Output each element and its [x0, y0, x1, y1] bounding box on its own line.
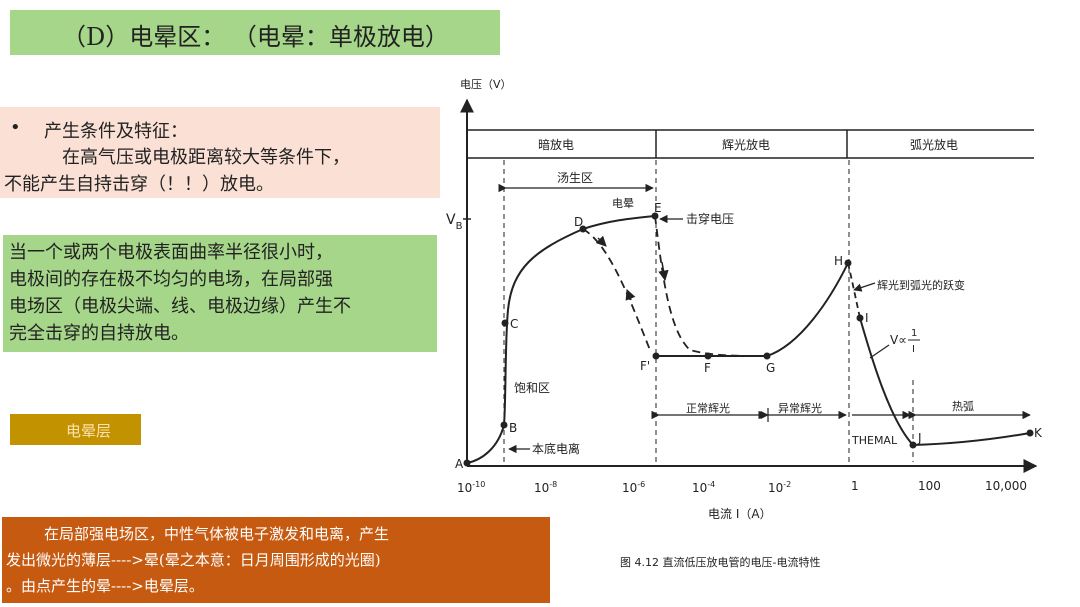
description-line-2: 电极间的存在极不均匀的电场，在局部强 — [9, 269, 333, 290]
point-d: D — [574, 215, 583, 229]
thermal-arc-label: 热弧 — [952, 399, 974, 413]
explanation-line-1: 在局部强电场区，中性气体被电子激发和电离，产生 — [44, 525, 390, 543]
svg-text:10-6: 10-6 — [622, 480, 645, 495]
title-bar: （D）电晕区： （电晕：单极放电） — [10, 10, 500, 55]
x-axis-label: 电流 I（A） — [708, 507, 772, 521]
normal-glow-label: 正常辉光 — [686, 401, 730, 415]
svg-text:I: I — [912, 344, 915, 355]
description-line-1: 当一个或两个电极表面曲率半径很小时， — [9, 242, 333, 263]
svg-text:100: 100 — [918, 479, 941, 493]
page-title: （D）电晕区： （电晕：单极放电） — [62, 23, 449, 51]
main-curve — [466, 215, 656, 464]
condition-line-2: 不能产生自持击穿（！！）放电。 — [4, 174, 274, 195]
condition-heading: 产生条件及特征： — [44, 121, 188, 142]
point-c: C — [510, 317, 518, 331]
corona-layer-label: 电晕层 — [66, 422, 112, 440]
region-dark-discharge: 暗放电 — [538, 137, 574, 152]
svg-text:1: 1 — [851, 479, 859, 493]
point-a: A — [455, 457, 464, 471]
point-f-prime: F' — [640, 359, 650, 373]
y-axis-label: 电压（V） — [460, 78, 512, 91]
svg-text:10-10: 10-10 — [457, 480, 485, 495]
townsend-region-label: 汤生区 — [557, 171, 593, 185]
point-g: G — [766, 361, 775, 375]
description-line-3: 电场区（电极尖端、线、电极边缘）产生不 — [9, 296, 351, 317]
saturation-region-label: 饱和区 — [514, 380, 550, 395]
point-b: B — [509, 421, 517, 435]
glow-to-arc-label: 辉光到弧光的跃变 — [877, 278, 965, 292]
point-k: K — [1034, 426, 1043, 440]
explanation-box: 在局部强电场区，中性气体被电子激发和电离，产生 发出微光的薄层---->晕(晕之… — [2, 517, 550, 603]
svg-text:1: 1 — [911, 328, 917, 339]
point-h: H — [834, 254, 843, 268]
condition-box: • 产生条件及特征： 在高气压或电极距离较大等条件下， 不能产生自持击穿（！！）… — [0, 107, 440, 198]
breakdown-voltage-label: 击穿电压 — [686, 211, 734, 226]
vb-label: VB — [446, 212, 463, 232]
svg-text:10-2: 10-2 — [768, 480, 791, 495]
point-j: J — [917, 431, 922, 445]
figure-caption: 图 4.12 直流低压放电管的电压-电流特性 — [620, 555, 820, 569]
explanation-line-2: 发出微光的薄层---->晕(晕之本意：日月周围形成的光圈) — [6, 551, 381, 569]
abnormal-glow-label: 异常辉光 — [778, 401, 822, 415]
description-box: 当一个或两个电极表面曲率半径很小时， 电极间的存在极不均匀的电场，在局部强 电场… — [3, 235, 437, 352]
svg-text:10,000: 10,000 — [985, 479, 1027, 493]
corona-layer-tag: 电晕层 — [10, 414, 141, 445]
explanation-line-3: 。由点产生的晕---->电晕层。 — [6, 577, 204, 595]
themal-label: THEMAL — [851, 434, 898, 447]
svg-text:10-4: 10-4 — [692, 480, 715, 495]
description-line-4: 完全击穿的自持放电。 — [9, 323, 189, 344]
point-f: F — [704, 361, 711, 375]
background-ionization-label: 本底电离 — [532, 441, 580, 456]
corona-label: 电晕 — [612, 197, 634, 210]
condition-line-1: 在高气压或电极距离较大等条件下， — [62, 147, 350, 168]
point-i: I — [865, 311, 869, 325]
svg-text:10-8: 10-8 — [534, 480, 557, 495]
region-arc-discharge: 弧光放电 — [910, 137, 958, 152]
v-proportional-label: V∝ — [890, 333, 907, 347]
point-e: E — [654, 201, 662, 215]
region-glow-discharge: 辉光放电 — [722, 137, 770, 152]
bullet-icon: • — [10, 117, 21, 138]
